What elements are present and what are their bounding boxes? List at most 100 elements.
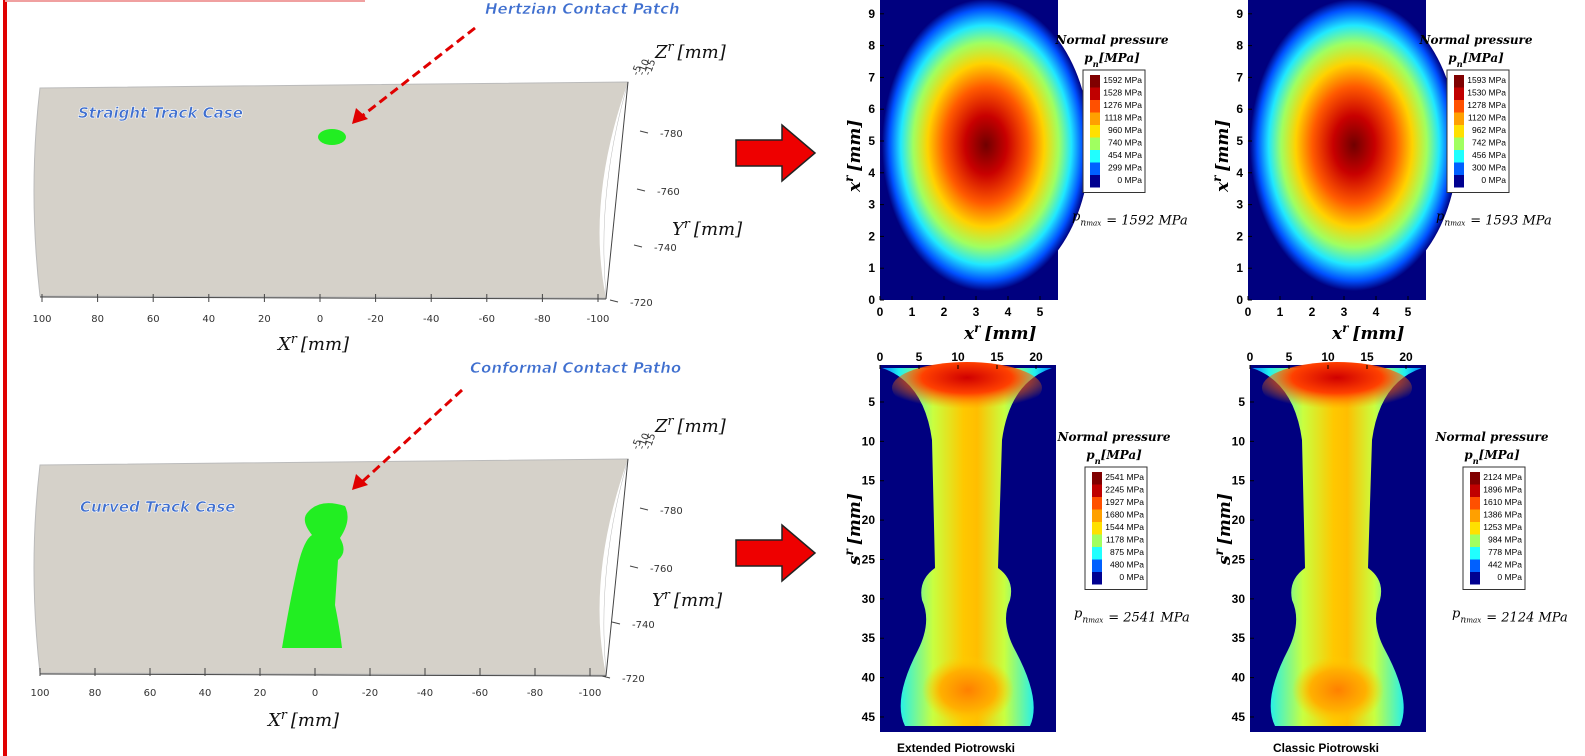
pmax-symbol: p: [1436, 210, 1445, 225]
pmax-subsub: max: [1450, 218, 1465, 227]
legend-swatch: [1454, 137, 1464, 150]
legend-title: Normal pressure: [1054, 33, 1168, 47]
legend-swatch: [1090, 137, 1100, 150]
map-caption: Extended Piotrowski: [897, 741, 1015, 755]
pmax-subsub: max: [1088, 615, 1103, 624]
y-tick-label: 0: [868, 293, 875, 307]
legend-swatch: [1092, 534, 1102, 547]
y-tick-label: 8: [1236, 39, 1243, 53]
pressure-peak: [922, 656, 1014, 724]
x-tick-label: 5: [916, 350, 923, 364]
x-tick-label: 10: [1321, 350, 1335, 364]
legend-level: 2124 MPa: [1483, 472, 1522, 482]
x-tick-label: 5: [1405, 305, 1412, 319]
legend-swatch: [1092, 559, 1102, 572]
legend-level: 1120 MPa: [1468, 113, 1506, 123]
z-tick-label: -5: [630, 64, 644, 77]
axis-line: [39, 673, 607, 677]
legend-swatch: [1470, 497, 1480, 510]
y-tick-label: 40: [862, 671, 876, 685]
x-tick-label: -20: [362, 688, 378, 699]
pmax-text: = 1593 MPa: [1470, 214, 1551, 229]
legend-swatch: [1454, 162, 1464, 175]
label-unit: [mm]: [291, 710, 340, 731]
legend-unit: pn[MPa]: [1448, 51, 1504, 69]
x-tick-label: 5: [1037, 305, 1044, 319]
axis-line: [39, 296, 607, 300]
pmax-symbol: p: [1452, 607, 1461, 622]
label-symbol: Y: [652, 590, 666, 611]
y-axis-label: sr [mm]: [1212, 493, 1235, 566]
big-arrow: [735, 523, 817, 583]
legend-level: 1927 MPa: [1105, 497, 1144, 507]
legend-swatch: [1090, 175, 1100, 188]
label-unit: [mm]: [301, 334, 350, 355]
tick-mark: [639, 130, 649, 134]
pmax-text: = 2541 MPa: [1108, 611, 1189, 626]
legend-level: 0 MPa: [1119, 572, 1144, 582]
legend-swatch: [1090, 100, 1100, 113]
y-tick-label: 1: [1236, 261, 1243, 275]
label-symbol: X: [266, 710, 282, 731]
y-tick-label: -720: [622, 674, 645, 685]
unit-text: [MPa]: [1099, 51, 1140, 65]
z-axis-label: Zr [mm]: [654, 413, 727, 438]
pressure-peak: [1262, 362, 1412, 414]
y-tick-label: 20: [862, 513, 876, 527]
x-axis-label: Xr [mm]: [276, 331, 350, 356]
x-tick-label: 80: [91, 314, 104, 325]
y-axis-label: Yr [mm]: [672, 216, 743, 241]
legend-level: 1178 MPa: [1106, 535, 1144, 545]
legend-swatch: [1470, 559, 1480, 572]
legend-level: 2541 MPa: [1105, 472, 1144, 482]
x-tick-label: 4: [1373, 305, 1380, 319]
y-tick-label: -740: [632, 620, 655, 631]
legend-level: 960 MPa: [1108, 125, 1142, 135]
pressure-peak: [1292, 656, 1384, 724]
unit-symbol: p: [1464, 448, 1473, 462]
legend-swatch: [1090, 150, 1100, 163]
pressure-peak: [892, 362, 1042, 414]
label-symbol: s: [1215, 555, 1235, 566]
annotation: Hertzian Contact Patch: [485, 0, 680, 18]
tick-mark: [633, 244, 643, 248]
tick-mark: [609, 299, 619, 303]
pressure-field: [1250, 0, 1458, 291]
x-axis-label: xr [mm]: [963, 321, 1036, 344]
x-tick-label: 20: [1399, 350, 1413, 364]
x-axis-label: xr [mm]: [1331, 321, 1404, 344]
legend-level: 875 MPa: [1110, 547, 1144, 557]
legend-title: Normal pressure: [1434, 430, 1548, 444]
legend-level: 1528 MPa: [1103, 88, 1142, 98]
legend-swatch: [1470, 522, 1480, 535]
y-tick-label: 30: [1232, 592, 1246, 606]
pmax-sub: n: [1444, 219, 1450, 229]
label-sup: r: [1342, 321, 1349, 335]
legend-swatch: [1454, 100, 1464, 113]
label-sup: r: [684, 216, 691, 231]
x-tick-label: -60: [472, 688, 488, 699]
x-tick-label: 40: [202, 314, 215, 325]
unit-sub: n: [1095, 456, 1101, 466]
y-tick-label: 9: [868, 7, 875, 21]
x-tick-label: 0: [877, 305, 884, 319]
legend-swatch: [1090, 125, 1100, 138]
legend-swatch: [1092, 472, 1102, 485]
label-sup: r: [1210, 175, 1224, 182]
rail-end: [599, 82, 628, 298]
x-tick-label: 0: [1247, 350, 1254, 364]
y-tick-label: 4: [868, 166, 875, 180]
y-tick-label: 40: [1232, 671, 1246, 685]
y-tick-label: 25: [1232, 552, 1246, 566]
y-tick-label: 5: [1236, 134, 1243, 148]
x-tick-label: 20: [1029, 350, 1043, 364]
legend-title: Normal pressure: [1056, 430, 1170, 444]
pressure-field: [1252, 368, 1422, 726]
y-tick-label: 10: [862, 434, 876, 448]
legend-level: 1386 MPa: [1483, 510, 1522, 520]
legend-level: 1544 MPa: [1105, 522, 1144, 532]
label-unit: [mm]: [845, 120, 865, 172]
legend-unit: pn[MPa]: [1084, 51, 1140, 69]
